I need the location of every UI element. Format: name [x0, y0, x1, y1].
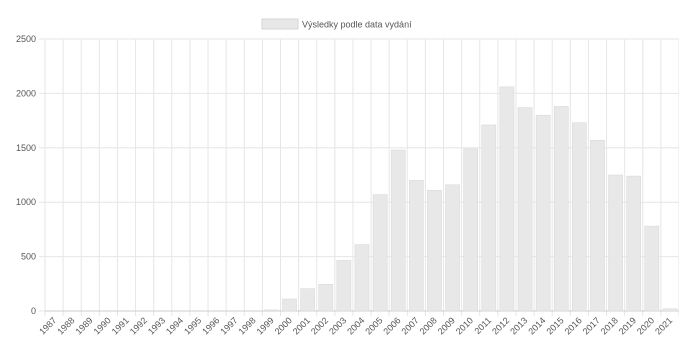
x-tick-label-2021: 2021: [653, 315, 674, 336]
x-tick-label-2013: 2013: [508, 315, 529, 336]
bar-2004[interactable]: [354, 244, 370, 312]
y-tick-label-1000: 1000: [16, 197, 36, 207]
x-tick-label-2011: 2011: [472, 315, 493, 336]
x-tick-label-2004: 2004: [345, 315, 366, 336]
x-tick-label-1997: 1997: [218, 315, 239, 336]
bar-1999[interactable]: [264, 309, 279, 312]
x-tick-label-2006: 2006: [381, 315, 402, 336]
x-tick-label-2016: 2016: [563, 315, 584, 336]
bar-2002[interactable]: [318, 284, 334, 312]
y-tick-label-1500: 1500: [16, 143, 36, 153]
x-tick-label-2001: 2001: [291, 315, 312, 336]
x-tick-label-2003: 2003: [327, 315, 348, 336]
x-tick-label-1998: 1998: [236, 315, 257, 336]
legend[interactable]: Výsledky podle data vydání: [261, 18, 412, 30]
y-tick-label-500: 500: [21, 252, 36, 262]
x-tick-label-2008: 2008: [418, 315, 439, 336]
bar-2017[interactable]: [590, 139, 605, 312]
y-tick-label-2500: 2500: [16, 34, 36, 44]
bar-2021[interactable]: [662, 308, 678, 312]
x-tick-label-2017: 2017: [581, 315, 602, 336]
legend-swatch[interactable]: [261, 18, 299, 30]
bar-2010[interactable]: [463, 148, 479, 312]
bar-2003[interactable]: [336, 260, 352, 312]
y-tick-label-2000: 2000: [16, 88, 36, 98]
bar-2016[interactable]: [572, 122, 587, 312]
x-tick-label-2015: 2015: [544, 315, 565, 336]
x-tick-label-2014: 2014: [526, 315, 547, 336]
bars: [264, 86, 678, 312]
bar-2015[interactable]: [553, 106, 569, 312]
x-tick-label-2002: 2002: [309, 315, 330, 336]
grid-lines: [39, 38, 679, 316]
x-tick-label-2007: 2007: [400, 315, 421, 336]
x-tick-label-2005: 2005: [363, 315, 384, 336]
x-tick-label-1990: 1990: [92, 315, 113, 336]
bar-2013[interactable]: [517, 107, 533, 312]
bar-2008[interactable]: [427, 189, 442, 312]
y-axis-ticks: 0 500 1000 1500 2000 2500: [16, 34, 36, 316]
bar-2018[interactable]: [608, 174, 623, 312]
x-axis-ticks: 1987198819891990199119921993199419951996…: [37, 315, 674, 336]
x-tick-label-1987: 1987: [37, 315, 58, 336]
x-tick-label-1988: 1988: [55, 315, 76, 336]
x-tick-label-1999: 1999: [255, 315, 276, 336]
x-tick-label-1994: 1994: [164, 315, 185, 336]
x-tick-label-2000: 2000: [273, 315, 294, 336]
bar-2014[interactable]: [535, 114, 551, 312]
x-tick-label-1992: 1992: [128, 315, 149, 336]
legend-label[interactable]: Výsledky podle data vydání: [302, 20, 412, 30]
x-tick-label-1991: 1991: [110, 315, 131, 336]
bar-2007[interactable]: [409, 180, 424, 312]
bar-2012[interactable]: [499, 86, 515, 312]
bar-2020[interactable]: [644, 225, 660, 312]
x-tick-label-2020: 2020: [635, 315, 656, 336]
x-tick-label-2009: 2009: [436, 315, 457, 336]
x-tick-label-2018: 2018: [599, 315, 620, 336]
x-tick-label-1995: 1995: [182, 315, 203, 336]
x-tick-label-1993: 1993: [146, 315, 167, 336]
bar-2006[interactable]: [390, 149, 406, 312]
x-tick-label-2010: 2010: [454, 315, 475, 336]
bar-2009[interactable]: [445, 184, 460, 312]
bar-2019[interactable]: [626, 175, 642, 312]
bar-2011[interactable]: [481, 124, 497, 312]
y-tick-label-0: 0: [31, 306, 36, 316]
x-tick-label-2019: 2019: [617, 315, 638, 336]
bar-2000[interactable]: [282, 298, 297, 312]
x-tick-label-1989: 1989: [73, 315, 94, 336]
x-tick-label-1996: 1996: [200, 315, 221, 336]
bar-2001[interactable]: [300, 288, 315, 312]
bar-2005[interactable]: [372, 194, 388, 312]
x-tick-label-2012: 2012: [490, 315, 511, 336]
